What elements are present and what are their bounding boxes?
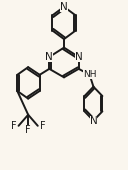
Text: NH: NH — [83, 70, 96, 79]
Text: N: N — [90, 116, 97, 126]
Text: F: F — [40, 121, 45, 131]
Text: N: N — [75, 52, 83, 62]
Text: N: N — [45, 52, 53, 62]
Text: F: F — [11, 121, 17, 131]
Text: F: F — [25, 125, 31, 135]
Text: N: N — [60, 2, 68, 12]
